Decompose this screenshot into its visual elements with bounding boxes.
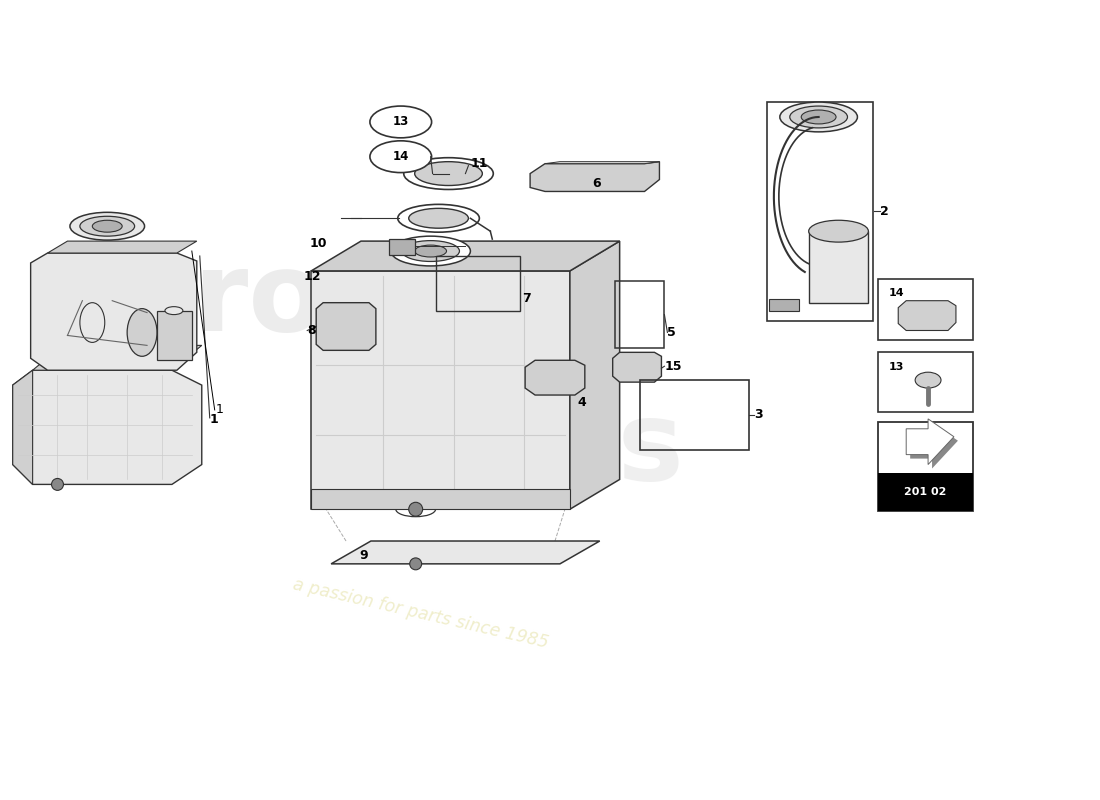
Ellipse shape <box>390 236 471 266</box>
Text: 14: 14 <box>393 150 409 163</box>
Ellipse shape <box>915 372 940 388</box>
Polygon shape <box>13 370 201 485</box>
Text: euro: euro <box>40 247 324 354</box>
Text: 12: 12 <box>304 270 321 283</box>
Text: 7: 7 <box>522 292 531 306</box>
Polygon shape <box>33 346 201 370</box>
Ellipse shape <box>808 220 868 242</box>
Text: 2: 2 <box>880 205 889 218</box>
Polygon shape <box>878 474 972 511</box>
Text: 4: 4 <box>578 397 586 410</box>
Circle shape <box>52 478 64 490</box>
Ellipse shape <box>409 208 469 228</box>
Polygon shape <box>47 241 197 253</box>
Text: a passion for parts since 1985: a passion for parts since 1985 <box>292 575 550 652</box>
Text: 1: 1 <box>216 403 223 417</box>
Polygon shape <box>31 253 197 370</box>
Ellipse shape <box>396 502 436 517</box>
Text: 10: 10 <box>309 237 327 250</box>
Text: 8: 8 <box>307 324 316 337</box>
Ellipse shape <box>128 309 157 356</box>
Polygon shape <box>613 352 661 382</box>
Polygon shape <box>311 241 619 271</box>
Ellipse shape <box>801 110 836 124</box>
Ellipse shape <box>70 212 144 240</box>
Polygon shape <box>544 162 659 164</box>
Polygon shape <box>808 231 868 302</box>
Polygon shape <box>570 241 619 510</box>
FancyBboxPatch shape <box>388 239 415 255</box>
Text: 201 02: 201 02 <box>904 487 947 498</box>
Text: parts: parts <box>355 396 684 503</box>
Text: 14: 14 <box>889 288 904 298</box>
Polygon shape <box>530 162 659 191</box>
Polygon shape <box>769 298 799 310</box>
Ellipse shape <box>790 106 847 128</box>
Text: 13: 13 <box>393 115 409 129</box>
Polygon shape <box>157 310 191 360</box>
Ellipse shape <box>92 220 122 232</box>
Text: 1: 1 <box>210 414 219 426</box>
Polygon shape <box>910 423 958 469</box>
Ellipse shape <box>415 245 447 257</box>
Ellipse shape <box>370 141 431 173</box>
Ellipse shape <box>404 158 493 190</box>
Text: 11: 11 <box>471 157 488 170</box>
Polygon shape <box>906 419 954 465</box>
Polygon shape <box>899 301 956 330</box>
Polygon shape <box>13 370 33 485</box>
Ellipse shape <box>80 302 104 342</box>
Ellipse shape <box>402 241 460 262</box>
Polygon shape <box>316 302 376 350</box>
Text: 15: 15 <box>664 360 682 373</box>
Polygon shape <box>331 541 600 564</box>
Polygon shape <box>311 271 570 510</box>
Ellipse shape <box>780 102 857 132</box>
Ellipse shape <box>398 204 480 232</box>
Circle shape <box>409 558 421 570</box>
Polygon shape <box>525 360 585 395</box>
Circle shape <box>409 502 422 516</box>
Polygon shape <box>311 490 570 510</box>
Text: 5: 5 <box>668 326 676 339</box>
Text: 6: 6 <box>592 177 601 190</box>
Text: 3: 3 <box>754 408 762 422</box>
Ellipse shape <box>165 306 183 314</box>
Ellipse shape <box>415 162 482 186</box>
Ellipse shape <box>80 216 134 236</box>
Text: 13: 13 <box>889 362 904 372</box>
Text: 9: 9 <box>359 550 367 562</box>
Ellipse shape <box>370 106 431 138</box>
